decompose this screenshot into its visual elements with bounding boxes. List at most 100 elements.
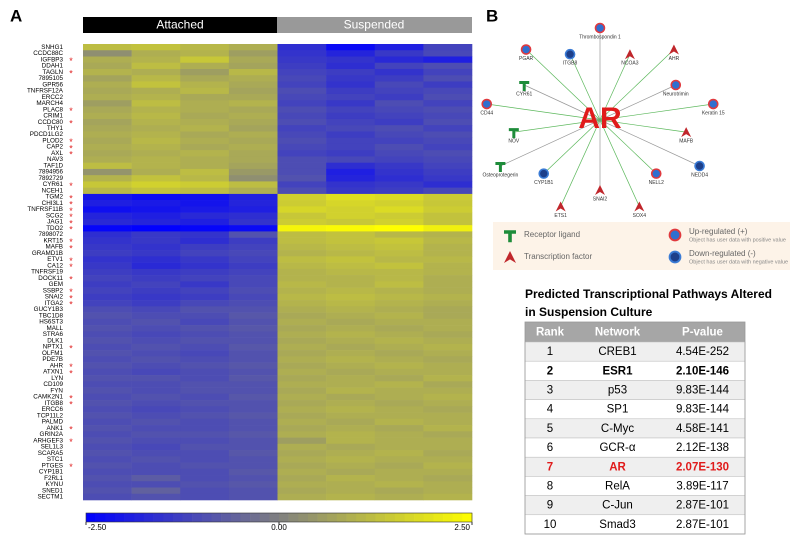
heatmap-cell [277,106,327,114]
heatmap-cell [180,493,230,501]
heatmap-cell [326,393,376,401]
heatmap-cell [83,231,132,238]
heatmap-cell [131,362,181,370]
table-cell: ESR1 [602,365,633,377]
gene-label: JAG1 [47,219,63,226]
legend-box [493,222,790,270]
heatmap-cell [277,350,327,357]
heatmap-cell [277,118,327,126]
tf-icon [595,185,605,195]
heatmap-cell [277,268,327,276]
gene-label: MARCH4 [36,100,63,107]
heatmap-cell [180,125,230,132]
table-cell: 9 [547,500,553,512]
heatmap-cell [277,150,327,157]
node-icon [481,98,493,110]
gene-label: IGFBP3 [41,56,64,63]
heatmap-cell [228,131,278,138]
gene-star: * [69,425,73,435]
heatmap-cell [228,268,278,276]
heatmap-cell [131,193,181,201]
heatmap-cell [228,443,278,451]
heatmap-cell [131,431,181,438]
heatmap-cell [228,262,278,270]
tf-icon [555,201,566,212]
heatmap-cell [326,243,376,251]
heatmap-cell [131,406,181,413]
heatmap-cell [228,425,278,432]
heatmap-cell [277,400,327,407]
heatmap-cell [180,381,230,388]
heatmap-cell [374,356,424,363]
heatmap-cell [277,356,327,363]
heatmap-cell [228,168,278,176]
heatmap-cell [277,193,327,201]
gene-label: MAFB [46,244,64,251]
heatmap-cell [326,212,376,220]
panel-letter: A [10,6,22,25]
gene-label: F2RL1 [44,475,63,482]
heatmap-cell [423,44,473,51]
gene-label: CA12 [47,262,63,269]
heatmap-cell [131,150,181,157]
heatmap-cell [277,487,327,495]
heatmap-cell [277,493,327,501]
gene-label: DDAH1 [42,63,64,70]
heatmap-cell [83,281,132,288]
heatmap-cell [374,193,424,201]
heatmap-cell [423,462,473,470]
header-bar [277,17,472,33]
table-cell: 4.54E-252 [676,346,729,358]
heatmap-cell [131,68,181,76]
heatmap-cell [423,481,473,488]
heatmap-cell [423,418,473,426]
heatmap-cell [326,493,376,501]
gene-label: NAV3 [47,156,63,163]
heatmap-cell [326,350,376,357]
heatmap-cell [228,243,278,251]
heatmap-cell [326,100,376,107]
node-label: PGAR [519,56,534,62]
heatmap-cell [180,300,230,307]
legend-note: Object has user data with negative value [689,259,788,265]
gene-label: PALMD [42,419,64,426]
heatmap-cell [131,337,181,345]
heatmap-cell [277,68,327,76]
node-icon [650,168,662,179]
edge [599,119,687,133]
heatmap-cell [326,206,376,213]
heatmap-cell [83,206,132,213]
heatmap-cell [326,118,376,126]
heatmap-cell [277,406,327,413]
gene-label: PLAC8 [43,106,63,113]
heatmap-cell [83,362,132,370]
gene-star: * [69,293,73,303]
colorbar-segment [317,513,328,522]
colorbar-segment [385,513,396,522]
ligand-icon [503,230,516,243]
heatmap-cell [277,112,327,120]
heatmap-cell [277,387,327,395]
node-label: CYP1B1 [534,180,553,186]
heatmap-cell [277,418,327,426]
colorbar-segment [114,513,125,522]
title-line: Predicted Transcriptional Pathways Alter… [525,287,772,301]
gene-label: THY1 [47,125,64,132]
heatmap-cell [180,475,230,482]
heatmap-cell [180,81,230,89]
heatmap-cell [326,356,376,363]
heatmap-cell [423,412,473,420]
edge [524,84,601,121]
heatmap-cell [228,275,278,282]
table-cell: 4 [547,404,554,416]
table-cell: SP1 [607,404,629,416]
heatmap-cell [277,456,327,463]
heatmap-cell [326,456,376,463]
heatmap-cell [83,168,132,176]
gene-label: SNAI2 [45,294,64,301]
heatmap-cell [180,468,230,476]
heatmap-cell [277,412,327,420]
table-cell: Smad3 [599,519,635,531]
heatmap-cell [374,250,424,257]
heatmap-cell [374,325,424,332]
